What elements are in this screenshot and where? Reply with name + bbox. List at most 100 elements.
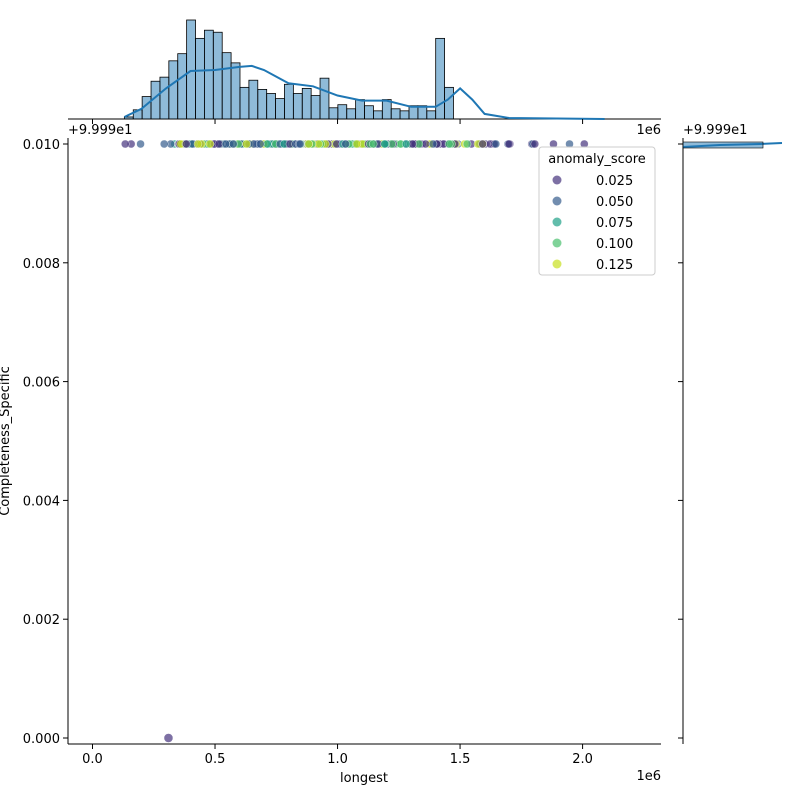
marginal-x-hist-bar <box>435 37 445 120</box>
y-tick-label: 0.006 <box>23 376 60 391</box>
scatter-band-point <box>193 139 203 149</box>
legend-label: 0.125 <box>596 258 633 273</box>
scatter-point <box>163 733 174 743</box>
x-scale-label: 1e6 <box>636 769 661 784</box>
marginal-x-offset-label: 1e6 <box>636 123 661 138</box>
marginal-x-kde-line <box>123 64 605 120</box>
marginal-x-hist-bar <box>221 52 232 120</box>
x-tick-label: 2.0 <box>572 752 593 767</box>
legend-frame <box>538 146 656 276</box>
y-tick-label: 0.008 <box>23 257 60 272</box>
marginal-y-ticks <box>678 143 683 739</box>
marginal-x-hist-bar <box>195 37 205 120</box>
marginal-x-hist-bar <box>248 79 259 120</box>
y-tick-label: 0.002 <box>23 613 60 628</box>
y-tick-label: 0.004 <box>23 494 60 509</box>
scatter-band-point <box>295 139 305 149</box>
marginal-x-hist-bar <box>355 99 365 120</box>
legend: anomaly_score 0.025 0.050 0.075 0.100 0.125 <box>538 146 656 276</box>
marginal-x-hist-bar <box>266 93 276 120</box>
scatter-band-point <box>491 139 501 149</box>
legend-label: 0.100 <box>596 237 633 252</box>
marginal-x-hist-bar <box>239 86 250 120</box>
marginal-x-hist-bar <box>373 110 383 120</box>
marginal-x-hist-bar <box>399 110 410 120</box>
y-tick-group: 0.000 0.002 0.004 0.006 0.008 0.010 <box>23 138 68 747</box>
marginal-x-axes: 1e6 <box>68 19 661 138</box>
legend-title: anomaly_score <box>548 152 646 167</box>
scatter-band-point <box>352 139 362 149</box>
y-offset-label: +9.999e1 <box>68 123 132 138</box>
scatter-band-point <box>205 139 215 149</box>
marginal-x-hist-bar <box>337 104 348 120</box>
scatter-band <box>121 139 589 149</box>
scatter-band-point <box>341 139 350 149</box>
marginal-x-hist-bar <box>292 93 303 120</box>
marginal-x-hist-bar <box>284 83 294 120</box>
scatter-band-point <box>369 139 378 149</box>
marginal-x-hist-bar <box>426 110 437 120</box>
marginal-x-hist-bar <box>390 108 401 120</box>
scatter-band-point <box>136 139 145 149</box>
scatter-band-point <box>160 139 169 149</box>
legend-marker <box>552 196 562 206</box>
marginal-x-hist-bar <box>301 87 312 120</box>
marginal-x-hist-bar <box>346 108 357 120</box>
scatter-band-point <box>428 139 438 149</box>
marginal-x-hist-bar <box>381 99 392 120</box>
legend-label: 0.050 <box>596 195 633 210</box>
marginal-x-hist-bar <box>230 62 241 120</box>
marginal-x-histogram <box>123 19 454 120</box>
x-tick-label: 1.0 <box>327 752 348 767</box>
scatter-band-point <box>478 139 487 149</box>
marginal-x-hist-bar <box>319 77 330 120</box>
legend-marker <box>552 238 562 248</box>
scatter-band-point <box>380 139 389 149</box>
scatter-band-point <box>182 139 191 149</box>
marginal-x-hist-bar <box>212 31 223 120</box>
x-tick-label: 0.0 <box>82 752 103 767</box>
scatter-band-point <box>263 139 272 149</box>
y-tick-label: 0.010 <box>23 138 60 153</box>
legend-marker <box>552 259 562 269</box>
legend-label: 0.025 <box>596 174 633 189</box>
scatter-band-point <box>242 139 251 149</box>
marginal-x-hist-bar <box>168 60 179 120</box>
scatter-band-point <box>229 139 238 149</box>
marginal-x-hist-bar <box>186 19 196 120</box>
x-axis-label: longest <box>340 771 388 786</box>
scatter-band-point <box>445 139 454 149</box>
marginal-x-hist-bar <box>310 95 321 120</box>
scatter-band-point <box>401 139 411 149</box>
legend-marker <box>552 175 562 185</box>
scatter-band-point <box>462 139 472 149</box>
x-tick-label: 1.5 <box>450 752 471 767</box>
marginal-x-hist-bar <box>177 53 188 120</box>
scatter-band-point <box>504 139 514 149</box>
scatter-band-point <box>121 139 130 149</box>
marginal-x-ticks <box>92 119 584 124</box>
legend-label: 0.075 <box>596 216 633 231</box>
main-scatter-axes: 0.0 0.5 1.0 1.5 2.0 0.0000.0020.0040.0060.00… <box>0 123 661 786</box>
x-tick-group: 0.0 0.5 1.0 1.5 2.0 <box>82 744 593 767</box>
marginal-x-hist-bar <box>444 86 454 120</box>
scatter-points <box>163 733 174 743</box>
scatter-band-point <box>304 139 313 149</box>
marginal-x-hist-bar <box>159 76 170 120</box>
legend-entries: 0.025 0.050 0.075 0.100 0.125 <box>552 174 633 273</box>
marginal-x-hist-bar <box>275 98 285 120</box>
marginal-y-hist-bar <box>682 141 764 149</box>
marginal-x-hist-bar <box>257 89 268 120</box>
marginal-x-hist-bar <box>204 29 214 120</box>
marginal-x-hist-bar <box>328 107 339 120</box>
marginal-y-axes: +9.999e1 <box>678 123 783 744</box>
marginal-x-hist-bar <box>364 105 374 120</box>
scatter-band-point <box>530 139 540 149</box>
marginal-y-offset-label: +9.999e1 <box>683 123 747 138</box>
legend-marker <box>552 217 562 227</box>
scatter-band-point <box>221 139 231 149</box>
x-tick-label: 0.5 <box>205 752 226 767</box>
y-axis-label: Completeness_Specific <box>0 366 13 516</box>
y-tick-label: 0.000 <box>23 732 60 747</box>
